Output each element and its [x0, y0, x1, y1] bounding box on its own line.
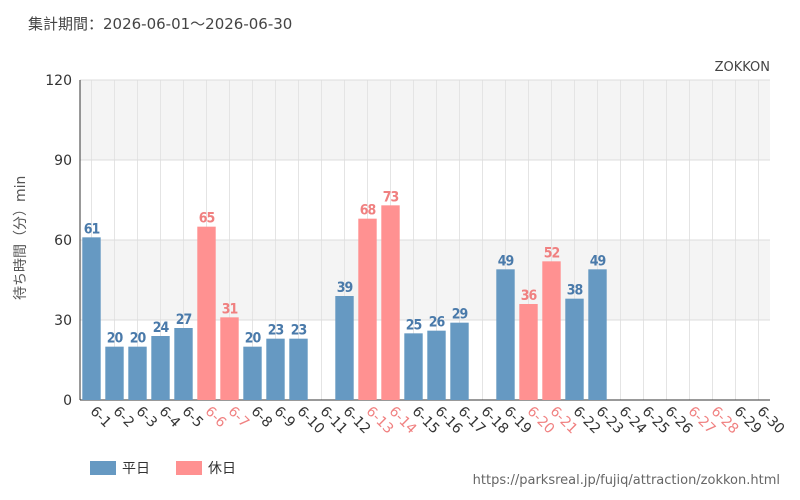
- data-label: 26: [429, 315, 446, 331]
- bar: [358, 218, 377, 400]
- x-tick-label: 6-9: [271, 404, 298, 431]
- legend-label-holiday: 休日: [208, 461, 236, 477]
- legend-swatch-holiday: [176, 461, 202, 475]
- data-label: 38: [567, 283, 583, 299]
- bar: [197, 226, 216, 400]
- bar: [243, 346, 262, 400]
- bar: [220, 317, 239, 400]
- bar: [151, 336, 170, 400]
- bar: [381, 205, 400, 400]
- data-label: 65: [199, 211, 215, 227]
- data-label: 25: [406, 317, 422, 333]
- data-label: 49: [590, 253, 606, 269]
- bar: [335, 296, 354, 400]
- legend-label-weekday: 平日: [122, 461, 150, 477]
- data-label: 31: [222, 301, 238, 317]
- bar: [105, 346, 124, 400]
- x-tick-label: 6-2: [110, 404, 137, 431]
- plot-band: [80, 80, 770, 160]
- x-tick-label: 6-3: [133, 404, 160, 431]
- legend-swatch-weekday: [90, 461, 116, 475]
- data-label: 49: [498, 253, 514, 269]
- data-label: 39: [337, 280, 353, 296]
- bar: [588, 269, 607, 400]
- x-tick-label: 6-1: [87, 404, 114, 431]
- data-label: 20: [107, 331, 124, 347]
- data-label: 29: [452, 307, 468, 323]
- bar: [565, 298, 584, 400]
- attraction-name: ZOKKON: [714, 60, 770, 75]
- data-label: 23: [268, 323, 284, 339]
- bar: [427, 330, 446, 400]
- y-tick-label: 30: [54, 313, 72, 329]
- x-tick-label: 6-6: [202, 404, 230, 432]
- data-label: 73: [383, 189, 399, 205]
- legend-item-holiday: 休日: [176, 458, 236, 478]
- y-tick-label: 60: [54, 233, 72, 249]
- bar: [266, 338, 285, 400]
- plot-band: [80, 240, 770, 320]
- data-label: 52: [544, 245, 560, 261]
- data-label: 20: [130, 331, 147, 347]
- bar: [174, 328, 193, 400]
- source-url: https://parksreal.jp/fujiq/attraction/zo…: [472, 473, 780, 488]
- x-tick-label: 6-8: [248, 404, 275, 431]
- x-tick-label: 6-5: [179, 404, 206, 431]
- bar: [519, 304, 538, 400]
- bar: [450, 322, 469, 400]
- x-tick-label: 6-7: [225, 404, 252, 431]
- x-tick-label: 6-4: [156, 404, 184, 432]
- data-label: 68: [360, 203, 376, 219]
- data-label: 23: [291, 323, 307, 339]
- data-label: 24: [153, 320, 170, 336]
- bar: [82, 237, 101, 400]
- y-tick-label: 90: [54, 153, 72, 169]
- plot-band: [80, 160, 770, 240]
- legend-item-weekday: 平日: [90, 458, 150, 478]
- y-tick-label: 120: [45, 73, 72, 89]
- plot-band: [80, 320, 770, 400]
- data-label: 20: [245, 331, 262, 347]
- bar: [404, 333, 423, 400]
- bar: [542, 261, 561, 400]
- data-label: 27: [176, 312, 192, 328]
- bar: [289, 338, 308, 400]
- chart-title: 集計期間：2026-06-01～2026-06-30: [28, 15, 293, 33]
- data-label: 61: [84, 221, 100, 237]
- data-label: 36: [521, 288, 538, 304]
- bar: [128, 346, 147, 400]
- y-tick-label: 0: [63, 393, 72, 409]
- bar: [496, 269, 515, 400]
